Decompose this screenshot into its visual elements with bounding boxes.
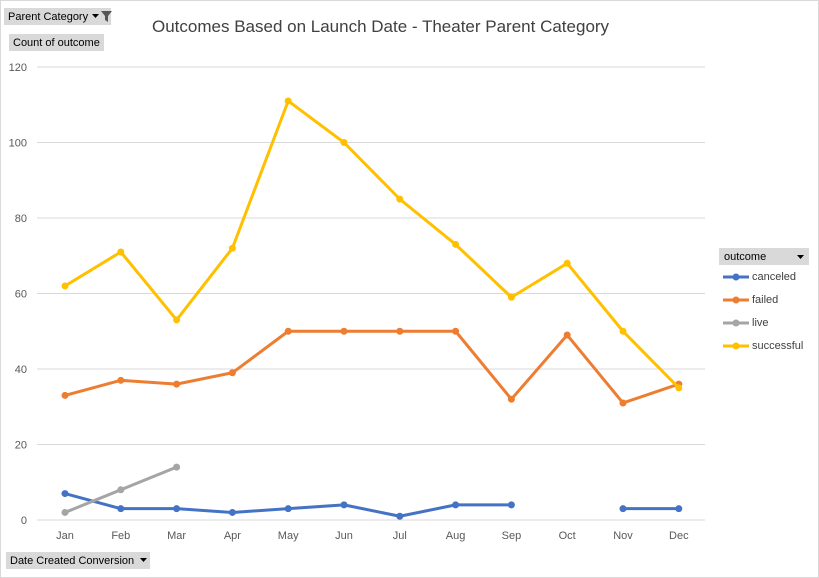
data-point-successful bbox=[675, 384, 683, 392]
parent-category-filter-button[interactable]: Parent Category bbox=[4, 8, 113, 25]
x-tick-label: Jan bbox=[56, 530, 74, 542]
legend-item-successful: successful bbox=[719, 334, 809, 357]
data-point-canceled bbox=[228, 508, 236, 516]
data-point-canceled bbox=[117, 505, 125, 513]
dropdown-arrow-icon bbox=[797, 251, 804, 263]
series-line-successful bbox=[63, 99, 681, 390]
data-point-successful bbox=[173, 316, 181, 324]
data-point-live bbox=[117, 486, 125, 494]
legend-item-live: live bbox=[719, 311, 809, 334]
data-point-failed bbox=[396, 327, 404, 335]
legend-field-label: outcome bbox=[724, 250, 767, 263]
x-tick-label: Mar bbox=[167, 530, 186, 542]
legend-label: live bbox=[752, 316, 769, 329]
y-tick-label: 40 bbox=[15, 364, 27, 376]
series-line-canceled bbox=[63, 492, 513, 518]
legend: outcome canceled failed live successful bbox=[719, 248, 809, 357]
data-point-failed bbox=[619, 399, 627, 407]
series-lines bbox=[61, 97, 683, 520]
gridlines bbox=[37, 66, 705, 521]
legend-field-button[interactable]: outcome bbox=[719, 248, 809, 265]
data-point-successful bbox=[563, 259, 571, 267]
parent-category-label: Parent Category bbox=[8, 10, 89, 23]
data-point-canceled bbox=[452, 501, 460, 509]
filter-icon bbox=[101, 11, 113, 22]
data-point-canceled bbox=[173, 505, 181, 513]
data-point-canceled bbox=[396, 512, 404, 520]
y-tick-label: 120 bbox=[9, 62, 27, 74]
y-tick-label: 0 bbox=[21, 515, 27, 527]
data-point-live bbox=[173, 463, 181, 471]
dropdown-arrow-icon bbox=[92, 14, 100, 19]
data-point-failed bbox=[340, 327, 348, 335]
axis-field-button[interactable]: Date Created Conversion bbox=[6, 552, 150, 569]
y-axis-ticks: 0 20 40 60 80 100 120 bbox=[9, 62, 27, 527]
x-tick-label: Aug bbox=[446, 530, 466, 542]
x-tick-label: May bbox=[278, 530, 299, 542]
data-point-successful bbox=[452, 240, 460, 248]
x-axis-ticks: Jan Feb Mar Apr May Jun Jul Aug Sep Oct Nov Dec bbox=[56, 530, 689, 542]
data-point-failed bbox=[117, 376, 125, 384]
legend-marker-icon bbox=[723, 273, 749, 280]
y-tick-label: 80 bbox=[15, 213, 27, 225]
values-field-button[interactable]: Count of outcome bbox=[9, 34, 104, 51]
x-tick-label: Oct bbox=[559, 530, 576, 542]
legend-marker-icon bbox=[723, 342, 749, 349]
data-point-successful bbox=[507, 293, 515, 301]
x-tick-label: Jun bbox=[335, 530, 353, 542]
x-tick-label: Apr bbox=[224, 530, 241, 542]
data-point-successful bbox=[284, 97, 292, 105]
legend-item-failed: failed bbox=[719, 288, 809, 311]
data-point-failed bbox=[173, 380, 181, 388]
data-point-successful bbox=[117, 248, 125, 256]
data-point-canceled bbox=[507, 501, 515, 509]
series-line-failed bbox=[63, 329, 681, 405]
legend-label: successful bbox=[752, 339, 804, 352]
x-tick-label: Dec bbox=[669, 530, 689, 542]
data-point-canceled bbox=[619, 505, 627, 513]
series-successful bbox=[61, 97, 683, 392]
legend-marker-icon bbox=[723, 319, 749, 326]
data-point-canceled bbox=[340, 501, 348, 509]
data-point-failed bbox=[563, 331, 571, 339]
chart-title: Outcomes Based on Launch Date - Theater … bbox=[152, 17, 610, 36]
data-point-successful bbox=[396, 195, 404, 203]
axis-field-label: Date Created Conversion bbox=[10, 554, 135, 567]
y-tick-label: 20 bbox=[15, 440, 27, 452]
data-point-failed bbox=[284, 327, 292, 335]
legend-label: failed bbox=[752, 293, 779, 306]
x-tick-label: Feb bbox=[111, 530, 130, 542]
data-point-canceled bbox=[61, 490, 69, 498]
series-failed bbox=[61, 327, 683, 407]
legend-item-canceled: canceled bbox=[719, 265, 809, 288]
legend-label: canceled bbox=[752, 270, 797, 283]
x-tick-label: Nov bbox=[613, 530, 633, 542]
x-tick-label: Jul bbox=[393, 530, 407, 542]
data-point-failed bbox=[61, 391, 69, 399]
data-point-failed bbox=[507, 395, 515, 403]
series-live bbox=[61, 463, 181, 516]
data-point-live bbox=[61, 508, 69, 516]
data-point-failed bbox=[452, 327, 460, 335]
data-point-successful bbox=[61, 282, 69, 290]
x-tick-label: Sep bbox=[502, 530, 522, 542]
data-point-successful bbox=[228, 244, 236, 252]
data-point-canceled bbox=[675, 505, 683, 513]
y-tick-label: 100 bbox=[9, 138, 27, 150]
legend-marker-icon bbox=[723, 296, 749, 303]
data-point-canceled bbox=[284, 505, 292, 513]
data-point-failed bbox=[228, 369, 236, 377]
data-point-successful bbox=[340, 139, 348, 146]
series-canceled bbox=[61, 490, 683, 520]
dropdown-arrow-icon bbox=[140, 558, 148, 563]
values-field-label: Count of outcome bbox=[13, 36, 100, 49]
data-point-successful bbox=[619, 327, 627, 335]
y-tick-label: 60 bbox=[15, 289, 27, 301]
